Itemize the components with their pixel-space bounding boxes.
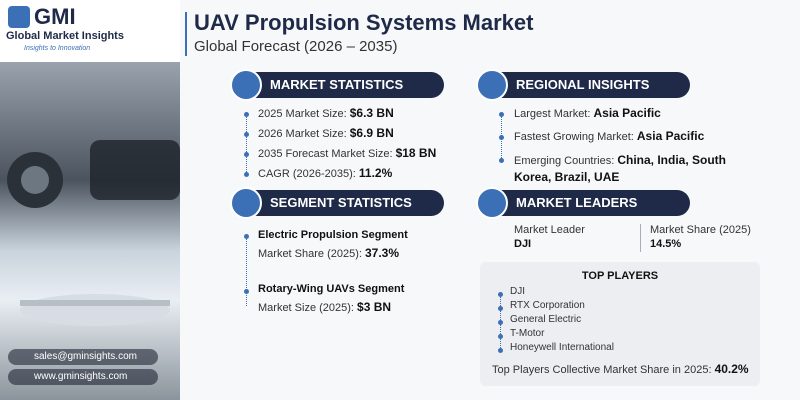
text: CAGR (2026-2035): bbox=[258, 168, 356, 180]
collective-share: Top Players Collective Market Share in 2… bbox=[492, 362, 749, 376]
subtitle: Global Forecast (2026 – 2035) bbox=[194, 38, 398, 55]
region-item: Fastest Growing Market: Asia Pacific bbox=[514, 129, 704, 143]
text: 37.3% bbox=[365, 246, 400, 260]
segment-stat: Market Size (2025): $3 BN bbox=[258, 300, 391, 314]
logo-tagline: Insights to Innovation bbox=[24, 45, 91, 52]
bullet bbox=[498, 334, 503, 339]
website[interactable]: www.gminsights.com bbox=[34, 371, 128, 382]
bullet bbox=[498, 320, 503, 325]
player: Honeywell International bbox=[510, 342, 614, 353]
section-header: MARKET LEADERS bbox=[476, 187, 690, 219]
text: Largest Market: bbox=[514, 108, 591, 120]
text: $18 BN bbox=[395, 146, 437, 160]
bullet bbox=[244, 152, 249, 157]
bullet bbox=[244, 172, 249, 177]
leader: DJI bbox=[514, 238, 532, 250]
section-title: SEGMENT STATISTICS bbox=[270, 195, 412, 210]
logo-name: Global Market Insights bbox=[6, 30, 124, 42]
bullet bbox=[244, 132, 249, 137]
leader-share: 14.5% bbox=[650, 238, 682, 250]
logo-icon bbox=[8, 6, 30, 28]
section-title: MARKET STATISTICS bbox=[270, 77, 404, 92]
text: China, India, South Korea, Brazil, UAE bbox=[514, 153, 727, 184]
bullet bbox=[499, 135, 504, 140]
bullet bbox=[244, 234, 249, 239]
section-header: MARKET STATISTICS bbox=[230, 69, 444, 101]
text: Top Players Collective Market Share in 2… bbox=[492, 364, 712, 376]
email[interactable]: sales@gminsights.com bbox=[34, 351, 137, 362]
text: $3 BN bbox=[357, 300, 392, 314]
drone-illustration bbox=[7, 140, 180, 326]
segment-stat: Market Share (2025): 37.3% bbox=[258, 246, 399, 260]
segment-name: Electric Propulsion Segment bbox=[258, 229, 408, 241]
stat: 2025 Market Size: $6.3 BN bbox=[258, 106, 394, 120]
bullet bbox=[498, 306, 503, 311]
bullet bbox=[499, 158, 504, 163]
website-pill bbox=[8, 369, 158, 385]
section-header: REGIONAL INSIGHTS bbox=[476, 69, 690, 101]
text: 40.2% bbox=[714, 362, 749, 376]
timeline bbox=[246, 114, 247, 174]
bullet bbox=[244, 289, 249, 294]
stat: CAGR (2026-2035): 11.2% bbox=[258, 166, 392, 180]
player: DJI bbox=[510, 286, 525, 297]
region-item: Emerging Countries: China, India, South … bbox=[514, 152, 744, 186]
timeline bbox=[246, 236, 247, 306]
text: 2025 Market Size: bbox=[258, 108, 347, 120]
player: T-Motor bbox=[510, 328, 545, 339]
text: Market Size (2025): bbox=[258, 302, 354, 314]
segment-name: Rotary-Wing UAVs Segment bbox=[258, 283, 405, 295]
bullet bbox=[244, 112, 249, 117]
logo-mark: GMI bbox=[34, 4, 76, 29]
text: 2026 Market Size: bbox=[258, 128, 347, 140]
bullet bbox=[498, 348, 503, 353]
player: RTX Corporation bbox=[510, 300, 585, 311]
email-pill bbox=[8, 349, 158, 365]
text: 2035 Forecast Market Size: bbox=[258, 148, 393, 160]
stat: 2026 Market Size: $6.9 BN bbox=[258, 126, 394, 140]
divider bbox=[640, 224, 641, 252]
section-title: REGIONAL INSIGHTS bbox=[516, 77, 650, 92]
header-rule bbox=[185, 12, 187, 56]
text: $6.9 BN bbox=[349, 126, 394, 140]
top-players-title: TOP PLAYERS bbox=[581, 270, 659, 282]
text: Market Share (2025): bbox=[258, 248, 362, 260]
text: Asia Pacific bbox=[636, 129, 705, 143]
bullet bbox=[498, 292, 503, 297]
text: Fastest Growing Market: bbox=[514, 131, 634, 143]
text: Asia Pacific bbox=[593, 106, 661, 120]
share-label: Market Share (2025) bbox=[650, 224, 751, 236]
bullet bbox=[499, 112, 504, 117]
hero-image: GMI Global Market Insights Insights to I… bbox=[0, 0, 180, 400]
stat: 2035 Forecast Market Size: $18 BN bbox=[258, 146, 436, 160]
top-players-box bbox=[480, 262, 760, 386]
section-title: MARKET LEADERS bbox=[516, 195, 638, 210]
region-item: Largest Market: Asia Pacific bbox=[514, 106, 661, 120]
title: UAV Propulsion Systems Market bbox=[194, 10, 534, 35]
text: 11.2% bbox=[358, 166, 393, 180]
text: $6.3 BN bbox=[349, 106, 394, 120]
leader-label: Market Leader bbox=[514, 224, 585, 236]
section-header: SEGMENT STATISTICS bbox=[230, 187, 444, 219]
player: General Electric bbox=[510, 314, 582, 325]
text: Emerging Countries: bbox=[514, 155, 615, 167]
